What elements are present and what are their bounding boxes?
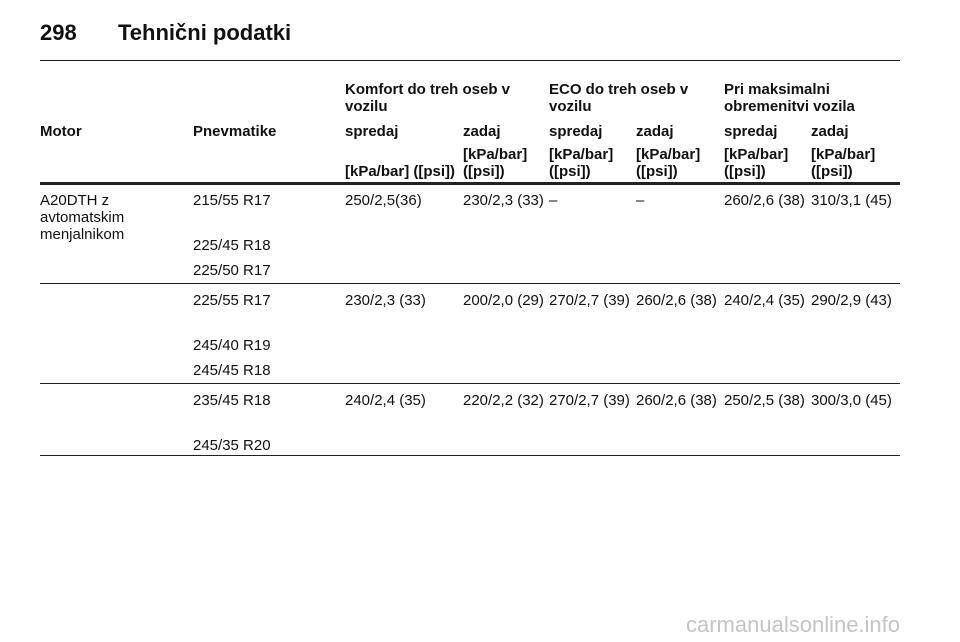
pressure: 270/2,7 (39) [549,392,630,409]
column-header: spredaj [724,123,778,140]
page-number: 298 [40,20,77,45]
pressure: 230/2,3 (33) [463,192,544,209]
pressure: – [549,192,558,209]
pressure: 290/2,9 (43) [811,292,892,309]
pressure: 230/2,3 (33) [345,292,426,309]
column-header: Pnevmatike [193,123,277,140]
pressure: 200/2,0 (29) [463,292,544,309]
pressure: 250/2,5(36) [345,192,422,209]
rule [40,182,900,185]
column-header: spredaj [345,123,399,140]
pressure: – [636,192,645,209]
group-header: ECO do treh oseb v vozilu [549,81,689,115]
column-header: zadaj [636,123,674,140]
page-title: Tehnični podatki [118,20,292,45]
unit: [kPa/bar] ([psi]) [636,146,701,180]
tire: 245/45 R18 [193,362,271,379]
pressure: 220/2,2 (32) [463,392,544,409]
pressure: 270/2,7 (39) [549,292,630,309]
tire: 235/45 R18 [193,392,271,409]
pressure: 260/2,6 (38) [724,192,805,209]
column-header: zadaj [811,123,849,140]
pressure: 300/3,0 (45) [811,392,892,409]
pressure: 240/2,4 (35) [345,392,426,409]
pressure: 310/3,1 (45) [811,192,892,209]
group-header: Pri maksimalni obremenitvi vozila [724,81,855,115]
pressure: 260/2,6 (38) [636,292,717,309]
watermark: carmanualsonline.info [686,612,901,637]
column-header: Motor [40,123,82,140]
tire: 245/40 R19 [193,337,271,354]
tire: 215/55 R17 [193,192,271,209]
unit: [kPa/bar] ([psi]) [345,163,456,180]
tire: 225/45 R18 [193,237,271,254]
unit: [kPa/bar] ([psi]) [549,146,614,180]
group-header: Komfort do treh oseb v vozilu [345,81,511,115]
tire: 225/55 R17 [193,292,271,309]
pressure: 240/2,4 (35) [724,292,805,309]
pressure: 250/2,5 (38) [724,392,805,409]
rule [40,455,900,456]
rule [40,283,900,284]
pressure: 260/2,6 (38) [636,392,717,409]
column-header: spredaj [549,123,603,140]
tire: 245/35 R20 [193,437,271,454]
column-header: zadaj [463,123,501,140]
rule [40,60,900,61]
unit: [kPa/bar] ([psi]) [724,146,789,180]
tire: 225/50 R17 [193,262,271,279]
motor: A20DTH z avtomatskim menjalnikom [40,192,125,243]
unit: [kPa/bar] ([psi]) [463,146,528,180]
unit: [kPa/bar] ([psi]) [811,146,876,180]
rule [40,383,900,384]
